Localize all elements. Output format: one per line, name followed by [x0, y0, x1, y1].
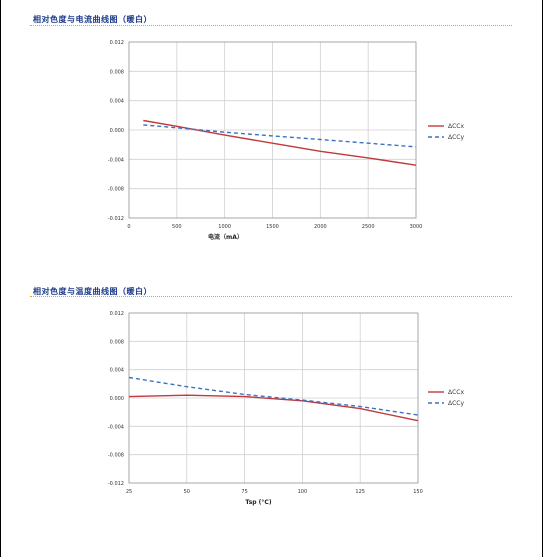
- chart-2-xtick-label-3: 100: [298, 489, 308, 495]
- chart-2-title: 相对色度与温度曲线图（暖白）: [33, 287, 152, 296]
- chart-1-xtick-label-0: 0: [127, 224, 130, 230]
- chart-1-xtick-label-6: 3000: [410, 224, 423, 230]
- chart-1-ytick-label-3: 0.000: [110, 128, 124, 134]
- chart-1-title: 相对色度与电流曲线图（暖白）: [33, 15, 152, 24]
- chart-1-x-axis-label: 电流（mA）: [208, 233, 243, 241]
- chart-2-xtick-label-2: 75: [241, 489, 247, 495]
- chart-2-legend-label-dccy: ΔCCy: [448, 400, 464, 407]
- chart-2-ytick-label-5: -0.008: [108, 453, 124, 459]
- chart-1-series-line-dccy: [143, 124, 417, 148]
- chart-2-xtick-label-5: 150: [413, 489, 423, 495]
- chart-2-xtick-label-1: 50: [184, 489, 190, 495]
- chart-2-xtick-label-0: 25: [126, 489, 132, 495]
- chart-2-legend-label-dccx: ΔCCx: [448, 389, 464, 396]
- chart-1-xtick-label-2: 1000: [218, 224, 231, 230]
- chart-1-series-line-dccx: [143, 119, 417, 166]
- chart-2-ytick-label-3: 0.000: [110, 396, 124, 402]
- chart-1-xtick-label-3: 1500: [266, 224, 279, 230]
- chart-1-title-rule: [30, 25, 512, 26]
- chart-1-xtick-label-4: 2000: [314, 224, 327, 230]
- chart-1-xtick-label-5: 2500: [362, 224, 375, 230]
- chart-1-ytick-label-0: 0.012: [110, 40, 124, 46]
- chart-1-xtick-label-1: 500: [172, 224, 182, 230]
- chart-2-xtick-label-4: 125: [355, 489, 365, 495]
- chart-1-legend-label-dccy: ΔCCy: [448, 134, 464, 141]
- chart-2-x-axis-label: Tsp (°C): [245, 499, 271, 506]
- chart-1-legend-label-dccx: ΔCCx: [448, 123, 464, 130]
- chart-1-ytick-label-1: 0.008: [110, 69, 124, 75]
- chart-1-ytick-label-5: -0.008: [108, 187, 124, 193]
- chart-2-plot-area: [128, 312, 419, 484]
- chart-1-ytick-label-4: -0.004: [108, 157, 124, 163]
- chart-1-ytick-label-6: -0.012: [108, 216, 124, 222]
- chart-2-ytick-label-2: 0.004: [110, 368, 124, 374]
- chart-1-ytick-label-2: 0.004: [110, 99, 124, 105]
- chart-2-title-rule: [30, 296, 512, 297]
- chart-2-ytick-label-6: -0.012: [108, 481, 124, 487]
- chart-2-ytick-label-0: 0.012: [110, 311, 124, 317]
- chart-2-ytick-label-4: -0.004: [108, 424, 124, 430]
- chart-2-ytick-label-1: 0.008: [110, 339, 124, 345]
- chart-2-series-line-dccx: [128, 394, 419, 422]
- chart-1-plot-area: [128, 41, 417, 219]
